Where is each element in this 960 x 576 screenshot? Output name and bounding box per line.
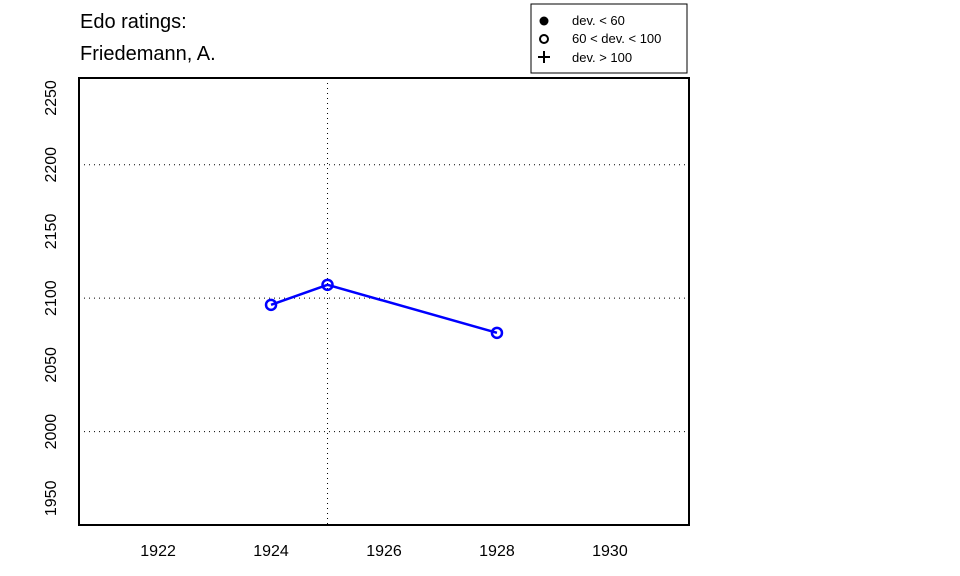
series-line — [270, 283, 498, 335]
legend: dev. < 60 60 < dev. < 100 dev. > 100 — [530, 3, 688, 74]
data-point — [490, 326, 504, 340]
legend-label: 60 < dev. < 100 — [572, 31, 661, 46]
series — [264, 278, 504, 340]
legend-box — [530, 3, 688, 74]
open-circle-icon — [539, 34, 549, 44]
legend-label: dev. < 60 — [572, 13, 625, 28]
plot-frame — [78, 77, 690, 526]
x-tick-label: 1928 — [479, 543, 515, 560]
plus-icon — [538, 51, 550, 63]
y-tick-label: 2100 — [43, 280, 60, 316]
grid — [79, 78, 689, 525]
filled-circle-icon — [539, 16, 549, 26]
y-tick-label: 2200 — [43, 147, 60, 183]
x-tick-label: 1922 — [140, 543, 176, 560]
chart-subtitle: Friedemann, A. — [80, 43, 216, 65]
y-tick-label: 2150 — [43, 214, 60, 250]
y-tick-label: 2000 — [43, 414, 60, 450]
data-point — [321, 278, 334, 292]
legend-label: dev. > 100 — [572, 50, 632, 65]
ticks: 1922 1924 1926 1928 1930 1950 2000 2050 2100 2150… — [43, 80, 628, 560]
chart-title: Edo ratings: — [80, 11, 187, 33]
x-tick-label: 1930 — [592, 543, 628, 560]
x-tick-label: 1924 — [253, 543, 289, 560]
data-point — [264, 298, 278, 312]
y-tick-label: 2250 — [43, 80, 60, 116]
x-tick-label: 1926 — [366, 543, 402, 560]
y-tick-label: 2050 — [43, 347, 60, 383]
y-tick-label: 1950 — [43, 480, 60, 516]
